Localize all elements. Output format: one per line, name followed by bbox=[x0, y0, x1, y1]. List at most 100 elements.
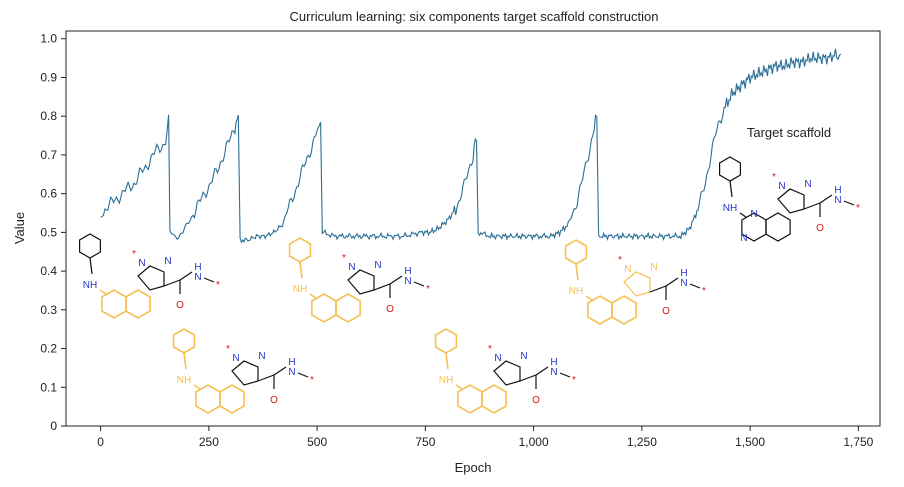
amide-h-label: H bbox=[550, 357, 557, 368]
x-tick-label: 0 bbox=[97, 435, 104, 449]
attachment-star: * bbox=[856, 203, 860, 214]
bond-ring bbox=[347, 269, 375, 295]
oxygen-label: O bbox=[176, 300, 184, 311]
bond bbox=[179, 271, 193, 281]
y-tick-label: 0.1 bbox=[40, 380, 57, 394]
nh-label: NH bbox=[293, 284, 307, 295]
x-tick-label: 250 bbox=[199, 435, 219, 449]
series-layer bbox=[100, 48, 842, 244]
bond bbox=[297, 372, 309, 378]
amide-n-label: N bbox=[680, 278, 687, 289]
bond bbox=[445, 352, 449, 370]
pyrazole-n-label: N bbox=[624, 264, 631, 275]
annotation-target-scaffold: Target scaffold bbox=[747, 125, 831, 140]
attachment-star: * bbox=[226, 344, 230, 355]
y-tick-label: 0.7 bbox=[40, 148, 57, 162]
x-axis-label: Epoch bbox=[455, 460, 492, 475]
x-tick-label: 1,750 bbox=[843, 435, 873, 449]
oxygen-label: O bbox=[532, 395, 540, 406]
bond bbox=[689, 283, 701, 289]
attachment-star: * bbox=[132, 249, 136, 260]
bond-ring bbox=[719, 156, 741, 182]
bond-ring bbox=[335, 293, 361, 323]
nh-label: NH bbox=[83, 280, 97, 291]
y-tick-label: 0.8 bbox=[40, 109, 57, 123]
plot-frame bbox=[65, 30, 881, 427]
series-line bbox=[100, 48, 842, 244]
pyrazole-n-label: N bbox=[804, 179, 811, 190]
pyrazole-n-label: N bbox=[138, 258, 145, 269]
pyrazole-n-label: N bbox=[258, 351, 265, 362]
y-tick-label: 0.9 bbox=[40, 70, 57, 84]
y-tick-label: 0.3 bbox=[40, 303, 57, 317]
pyrazole-n-label: N bbox=[778, 181, 785, 192]
x-tick-label: 750 bbox=[415, 435, 435, 449]
y-tick-label: 1.0 bbox=[40, 32, 57, 46]
pyrazole-n-label: N bbox=[232, 353, 239, 364]
bond bbox=[163, 279, 181, 287]
bond bbox=[665, 277, 679, 287]
bond bbox=[739, 212, 747, 218]
attachment-star: * bbox=[310, 375, 314, 386]
bond-ring bbox=[219, 384, 245, 414]
bond-ring bbox=[125, 289, 151, 319]
attachment-star: * bbox=[488, 344, 492, 355]
bond bbox=[819, 194, 833, 204]
attachment-star: * bbox=[618, 255, 622, 266]
x-tick-label: 1,000 bbox=[519, 435, 549, 449]
nh-label: NH bbox=[439, 375, 453, 386]
pyrazole-n-label: N bbox=[374, 260, 381, 271]
oxygen-label: O bbox=[816, 223, 824, 234]
amide-n-label: N bbox=[550, 367, 557, 378]
nh-label: NH bbox=[569, 286, 583, 297]
x-tick-label: 1,250 bbox=[627, 435, 657, 449]
nh-label: NH bbox=[177, 375, 191, 386]
bond-ring bbox=[288, 237, 312, 263]
bond bbox=[585, 295, 593, 301]
pyrazole-n-label: N bbox=[650, 262, 657, 273]
amide-h-label: H bbox=[834, 185, 841, 196]
oxygen-label: O bbox=[270, 395, 278, 406]
bond bbox=[575, 263, 579, 281]
chart-title: Curriculum learning: six components targ… bbox=[290, 9, 659, 24]
attachment-star: * bbox=[216, 280, 220, 291]
bond bbox=[649, 285, 667, 293]
pyrimidine-n-label: N bbox=[740, 233, 747, 244]
bond bbox=[535, 366, 549, 376]
bond-ring bbox=[493, 360, 521, 386]
bond-ring bbox=[564, 239, 588, 265]
attachment-star: * bbox=[772, 172, 776, 183]
molecule-illustrations: NHN N*OHN*NHN N*OHN*NHN N*OHN*NHN N*OHN*NHN N… bbox=[79, 156, 860, 414]
y-tick-label: 0.2 bbox=[40, 342, 57, 356]
amide-n-label: N bbox=[194, 272, 201, 283]
amide-h-label: H bbox=[194, 262, 201, 273]
attachment-star: * bbox=[342, 253, 346, 264]
bond bbox=[299, 261, 303, 279]
bond bbox=[729, 180, 733, 198]
bond-ring bbox=[481, 384, 507, 414]
bond bbox=[389, 275, 403, 285]
bond bbox=[203, 277, 215, 283]
amide-n-label: N bbox=[404, 276, 411, 287]
pyrazole-n-label: N bbox=[348, 262, 355, 273]
x-tick-label: 500 bbox=[307, 435, 327, 449]
bond-ring bbox=[623, 271, 651, 297]
pyrazole-n-label: N bbox=[494, 353, 501, 364]
bond-ring bbox=[765, 212, 791, 242]
bond bbox=[89, 257, 93, 275]
bond bbox=[803, 202, 821, 210]
bond bbox=[309, 293, 317, 299]
pyrazole-n-label: N bbox=[164, 256, 171, 267]
y-tick-label: 0.4 bbox=[40, 264, 57, 278]
bond bbox=[519, 374, 537, 382]
oxygen-label: O bbox=[662, 306, 670, 317]
y-tick-label: 0 bbox=[50, 419, 57, 433]
bond bbox=[99, 289, 107, 295]
amide-n-label: N bbox=[834, 195, 841, 206]
bond-ring bbox=[777, 188, 805, 214]
bond bbox=[183, 352, 187, 370]
nh-label: NH bbox=[723, 203, 737, 214]
amide-h-label: H bbox=[404, 266, 411, 277]
bond bbox=[843, 200, 855, 206]
